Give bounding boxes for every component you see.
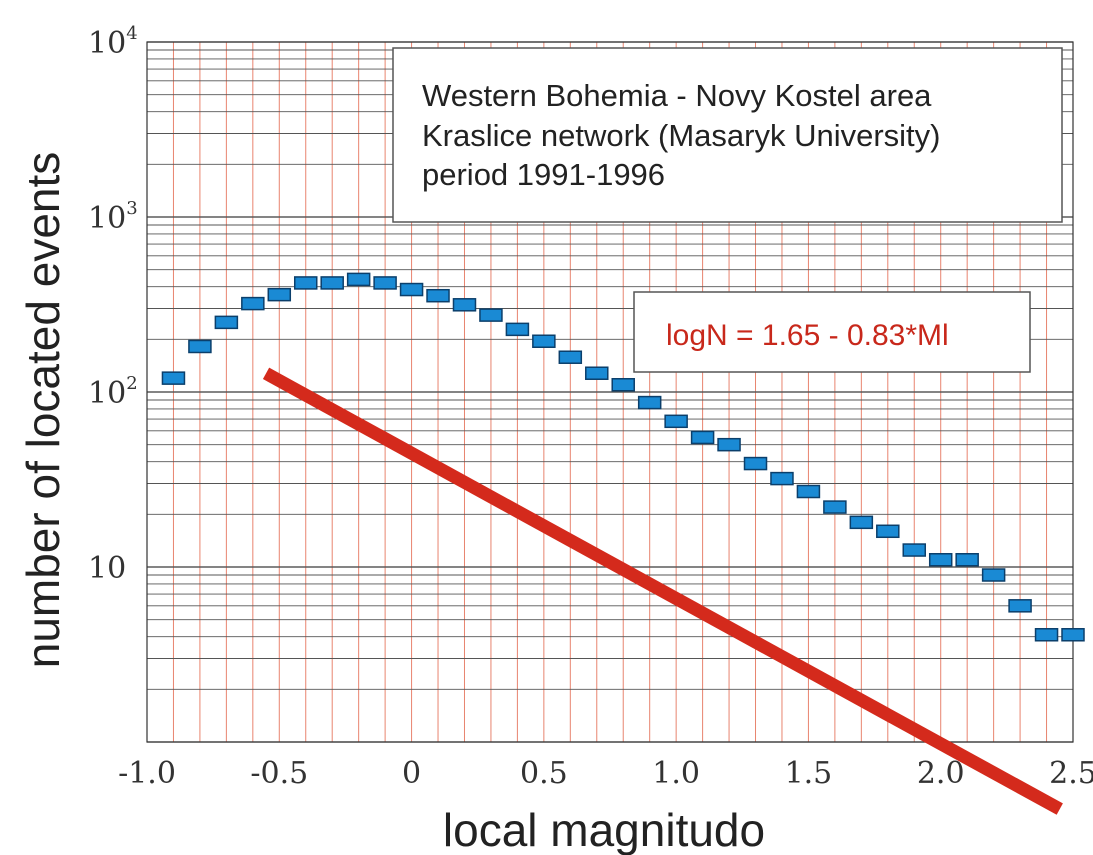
- x-tick-label: 1.0: [652, 756, 700, 791]
- data-point: [426, 288, 450, 303]
- data-point: [267, 287, 292, 302]
- data-point: [505, 322, 530, 337]
- annotation-line-2: Kraslice network (Masaryk University): [422, 118, 941, 153]
- annotation-box-frame: [392, 47, 1063, 223]
- data-point: [849, 515, 874, 530]
- x-tick-label: -0.5: [250, 756, 308, 791]
- data-point: [981, 568, 1006, 582]
- data-point: [928, 553, 953, 567]
- data-point: [717, 437, 741, 452]
- data-point: [876, 524, 900, 539]
- data-point: [1034, 628, 1059, 642]
- annotation-line-3: period 1991-1996: [422, 157, 665, 192]
- data-point: [452, 298, 477, 312]
- data-point: [346, 272, 371, 287]
- data-point: [188, 339, 212, 354]
- fit-line: [262, 367, 1063, 815]
- data-points: [161, 272, 1085, 642]
- data-point: [1008, 599, 1032, 613]
- annotation-box: Western Bohemia - Novy Kostel area Krasl…: [392, 47, 1063, 223]
- data-point: [214, 315, 239, 330]
- data-point: [479, 308, 503, 322]
- data-point: [823, 500, 847, 514]
- y-tick-label: 10: [88, 551, 126, 586]
- equation-box: logN = 1.65 - 0.83*Ml: [633, 291, 1031, 373]
- data-point: [902, 543, 927, 557]
- data-point: [955, 553, 979, 567]
- data-point: [399, 282, 424, 297]
- data-point: [611, 378, 635, 392]
- x-tick-label: 0.5: [520, 756, 568, 791]
- data-point: [690, 430, 715, 445]
- x-tick-label: 0: [402, 756, 421, 791]
- data-point: [241, 296, 265, 311]
- data-point: [293, 276, 318, 290]
- x-axis-label: local magnitudo: [443, 804, 765, 855]
- y-tick-label: 103: [88, 198, 138, 236]
- data-point: [796, 484, 821, 499]
- data-point: [664, 414, 688, 429]
- data-point: [743, 456, 768, 471]
- y-tick-labels: 10 102 103 104: [88, 23, 138, 586]
- y-tick-label: 104: [88, 23, 138, 61]
- plot-frame: [146, 41, 1074, 743]
- x-tick-label: -1.0: [118, 756, 176, 791]
- data-point: [1061, 628, 1085, 642]
- data-point: [558, 350, 583, 364]
- x-tick-label: 1.5: [785, 756, 833, 791]
- data-point: [373, 276, 397, 290]
- x-tick-label: 2.5: [1049, 756, 1093, 791]
- data-point: [320, 276, 344, 290]
- y-axis-label: number of located events: [17, 152, 69, 669]
- data-point: [770, 471, 794, 486]
- data-point: [585, 366, 609, 380]
- annotation-line-1: Western Bohemia - Novy Kostel area: [422, 78, 932, 113]
- data-point: [161, 371, 186, 385]
- fit-equation: logN = 1.65 - 0.83*Ml: [666, 319, 949, 352]
- x-tick-labels: -1.0 -0.5 0 0.5 1.0 1.5 2.0 2.5: [118, 756, 1093, 791]
- data-point: [532, 334, 556, 348]
- data-point: [637, 395, 662, 410]
- x-tick-label: 2.0: [917, 756, 965, 791]
- equation-box-frame: [633, 291, 1031, 373]
- y-tick-label: 102: [88, 373, 138, 411]
